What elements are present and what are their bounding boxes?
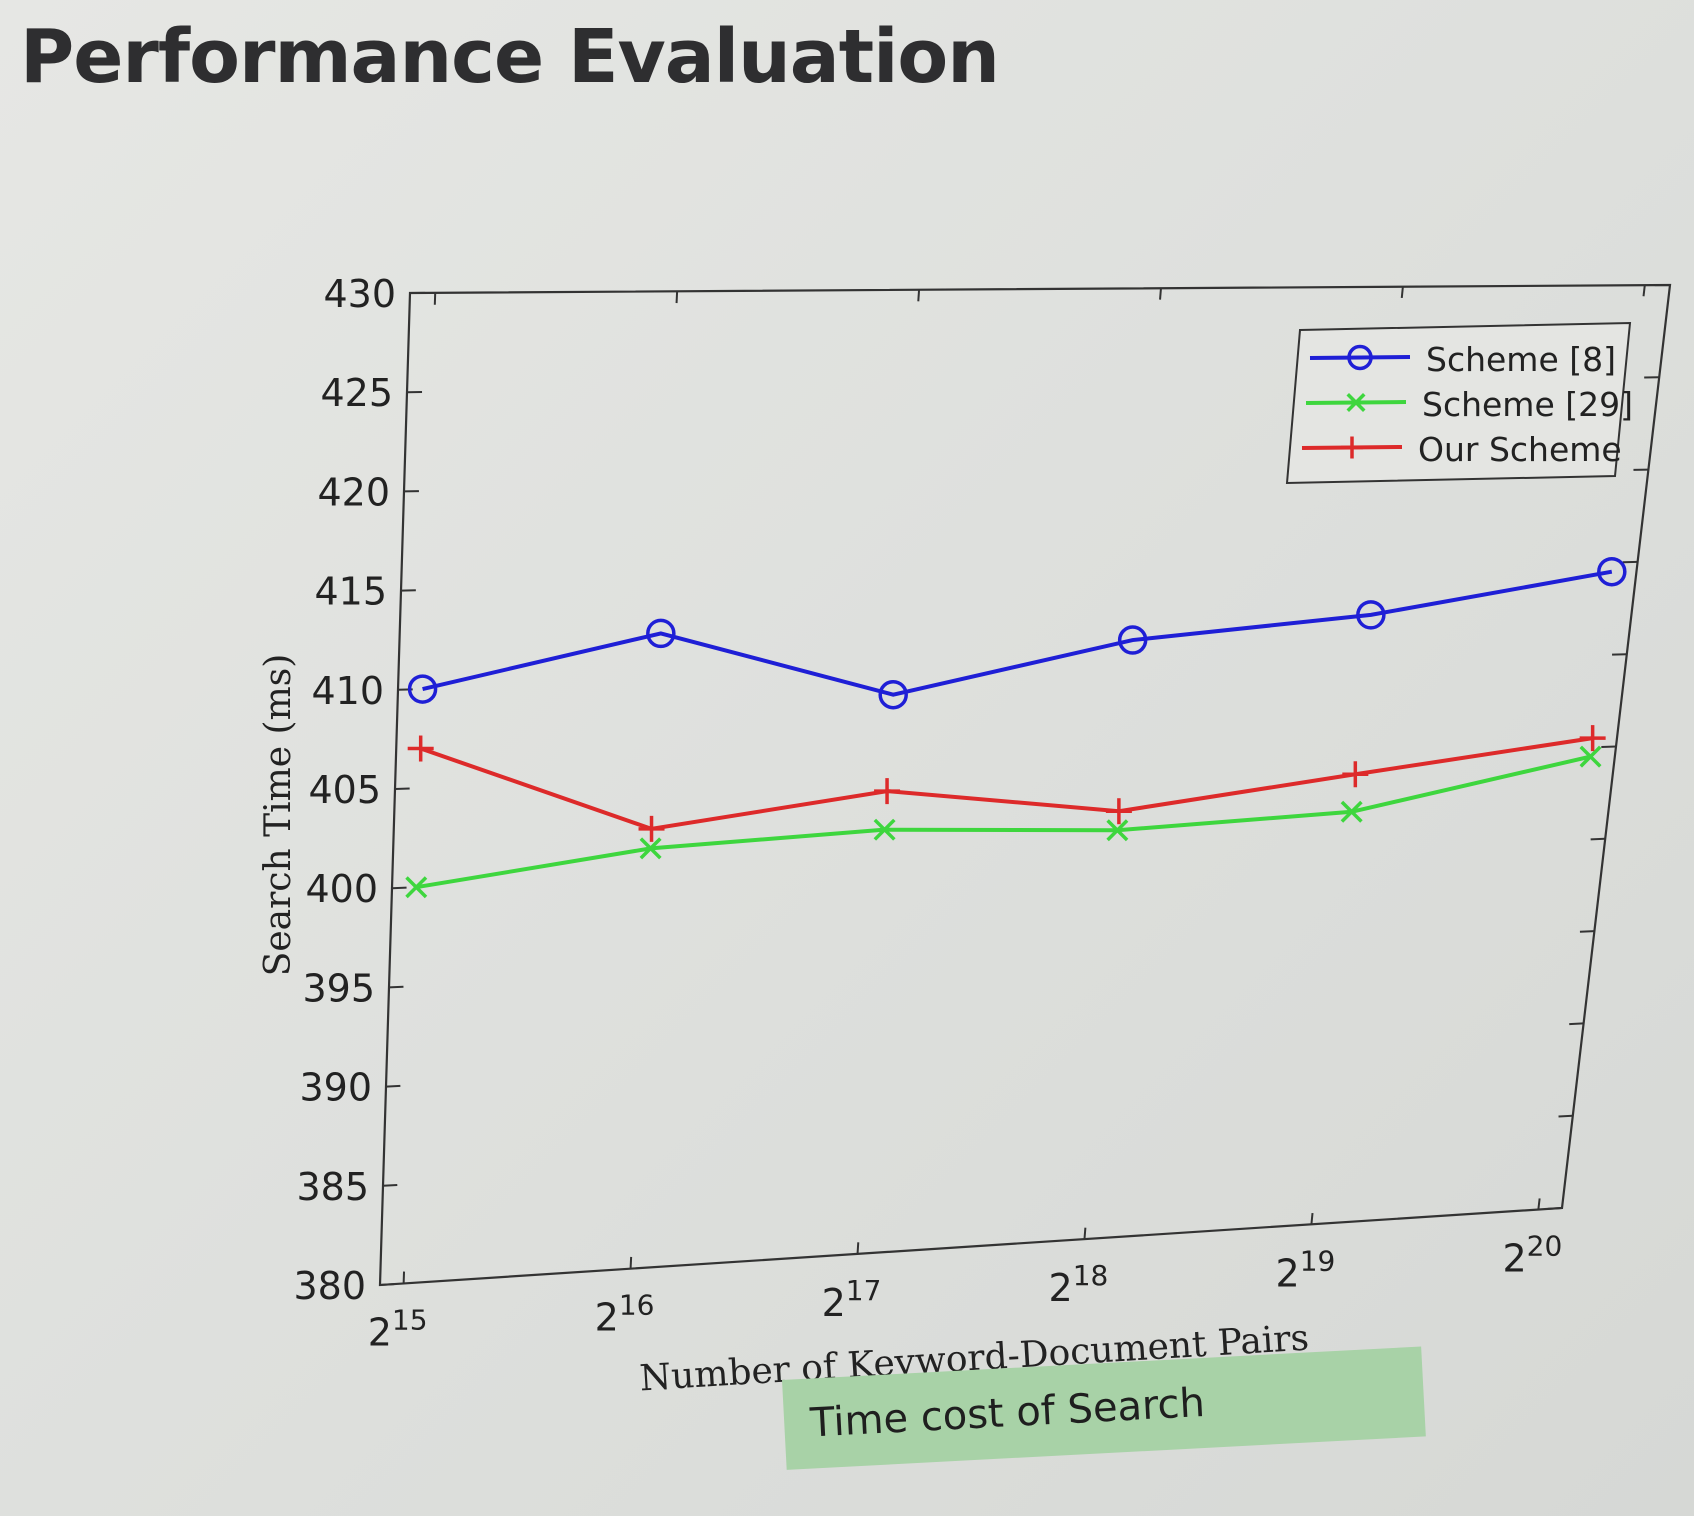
series-line-our-scheme [420,736,1593,831]
x-tick [1310,1212,1314,1225]
y-tick [385,1084,401,1088]
x-marker-stroke [639,837,662,860]
x-tick-top [1400,286,1404,299]
y-tick [394,787,410,790]
x-tick-top [675,291,679,304]
data-point-scheme-29 [639,837,662,860]
legend-label: Our Scheme [1418,430,1622,469]
y-tick-label: 425 [320,371,393,415]
data-point-our-scheme [407,735,434,762]
data-point-scheme-29 [873,818,896,841]
x-tick-label: 219 [1276,1244,1336,1295]
y-tick-label: 385 [296,1165,369,1209]
y-tick-right [1579,930,1595,933]
x-marker-stroke [1346,393,1366,412]
caption-text: Time cost of Search [809,1379,1206,1447]
y-tick [391,886,407,890]
data-point-scheme-8 [878,679,908,710]
y-tick-label: 430 [323,272,396,316]
data-point-scheme-8 [646,618,676,649]
legend-box [1285,321,1632,485]
y-tick-label: 405 [308,768,381,812]
y-tick-right [1569,1022,1584,1026]
y-tick-label: 420 [317,470,390,514]
y-tick-label: 380 [293,1264,366,1308]
legend-marker [1346,393,1366,412]
y-tick [388,985,404,989]
legend-marker [1347,344,1373,371]
slide-title: Performance Evaluation [20,14,1000,100]
x-marker-stroke [405,876,428,899]
y-tick-right [1601,745,1617,749]
y-tick-label: 400 [305,867,378,911]
data-point-our-scheme [1342,761,1369,788]
y-tick-right [1558,1114,1573,1118]
x-tick-label: 215 [368,1303,428,1354]
x-tick-label: 217 [822,1274,882,1325]
data-point-scheme-29 [1579,745,1602,768]
x-tick-top [1159,288,1162,300]
series-line-scheme-29 [415,754,1591,890]
y-tick [382,1183,398,1187]
legend-label: Scheme [29] [1422,385,1633,424]
y-tick-label: 395 [302,966,375,1010]
y-tick-right [1590,837,1606,841]
data-point-scheme-8 [1117,625,1148,655]
x-marker-stroke [1579,745,1602,768]
data-point-our-scheme [1579,725,1606,752]
x-tick-top [1642,285,1646,297]
y-tick-label: 415 [314,570,387,614]
x-tick [1083,1227,1087,1240]
x-marker-stroke [873,818,896,841]
data-point-scheme-8 [1356,600,1386,630]
legend-line [1309,355,1411,360]
y-tick [379,1283,395,1286]
y-tick-label: 390 [299,1066,372,1110]
data-point-our-scheme [638,815,665,842]
x-tick [856,1242,860,1254]
x-tick-top [917,289,921,302]
y-tick-label: 410 [311,669,384,713]
data-point-scheme-29 [405,876,428,899]
x-tick [1537,1198,1541,1210]
data-point-scheme-29 [1106,819,1129,842]
x-tick [629,1256,633,1269]
x-marker-stroke [1106,819,1129,842]
y-axis-label: Search Time (ms) [258,654,299,977]
legend-label: Scheme [8] [1426,340,1616,379]
y-tick-right [1547,1207,1563,1210]
x-tick-label: 216 [595,1289,655,1340]
data-point-scheme-29 [1340,800,1363,823]
data-point-scheme-8 [1597,556,1627,587]
legend: Scheme [8] Scheme [29] Our Scheme [1285,321,1633,485]
data-point-our-scheme [874,778,901,805]
x-marker-stroke [1340,800,1363,823]
legend-marker [1341,436,1363,459]
data-point-our-scheme [1105,798,1132,825]
series-line-scheme-8 [422,569,1613,697]
data-point-scheme-8 [407,674,438,704]
x-tick-label: 220 [1502,1230,1562,1281]
x-tick-label: 218 [1049,1259,1109,1310]
